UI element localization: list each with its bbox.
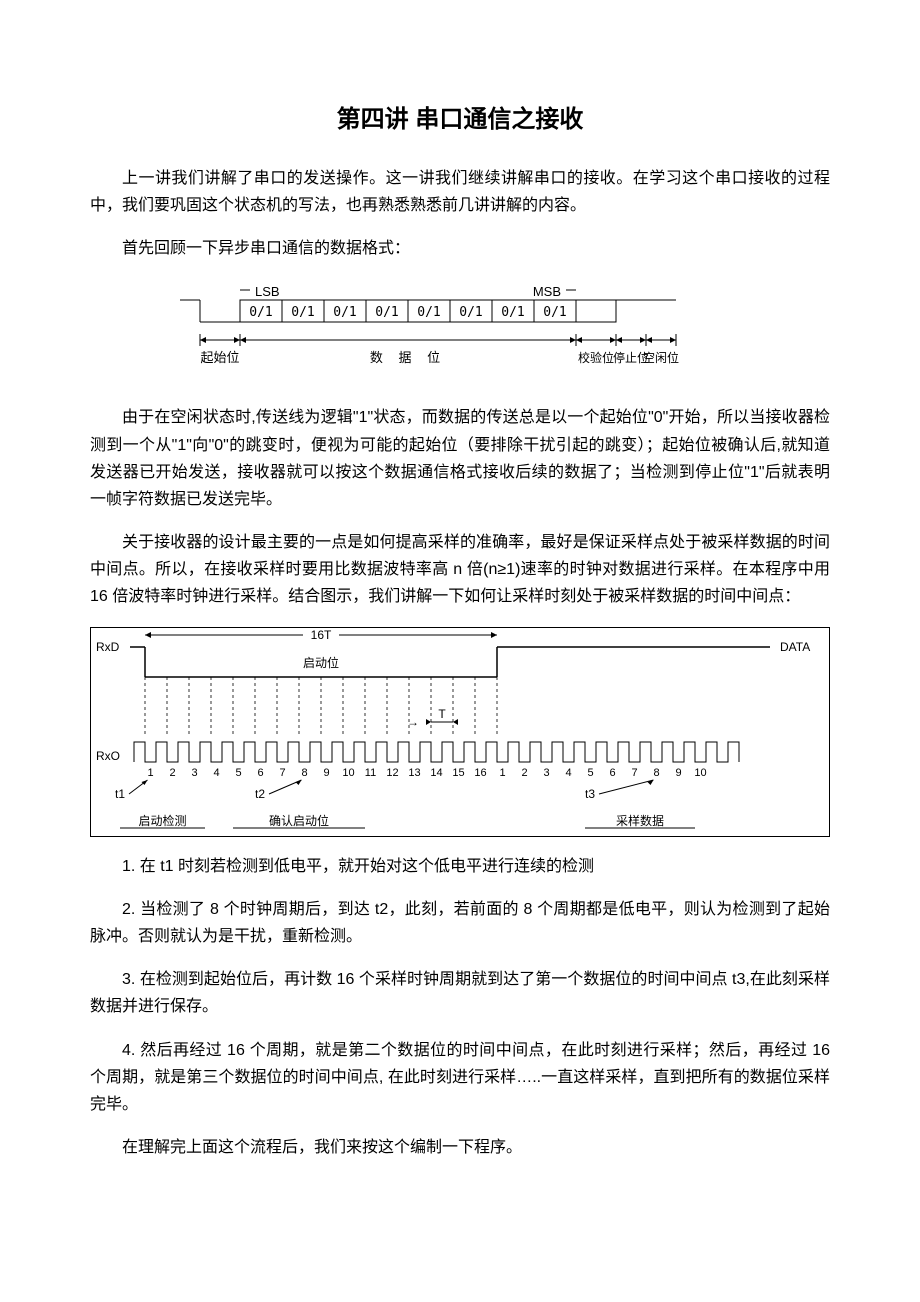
svg-text:10: 10 — [342, 767, 354, 779]
svg-text:4: 4 — [565, 767, 571, 779]
svg-text:t1: t1 — [115, 787, 125, 801]
svg-text:13: 13 — [408, 767, 420, 779]
svg-text:9: 9 — [323, 767, 329, 779]
svg-text:t3: t3 — [585, 787, 595, 801]
svg-text:14: 14 — [430, 767, 442, 779]
svg-text:DATA: DATA — [780, 640, 810, 654]
paragraph-4: 关于接收器的设计最主要的一点是如何提高采样的准确率，最好是保证采样点处于被采样数… — [90, 529, 830, 611]
svg-text:8: 8 — [653, 767, 659, 779]
svg-text:确认启动位: 确认启动位 — [269, 813, 329, 828]
svg-text:→: → — [407, 715, 419, 729]
svg-text:校验位: 校验位 — [578, 350, 614, 365]
svg-text:0/1: 0/1 — [375, 305, 398, 320]
svg-text:0/1: 0/1 — [291, 305, 314, 320]
svg-text:11: 11 — [365, 767, 376, 779]
svg-text:5: 5 — [235, 767, 241, 779]
svg-text:0/1: 0/1 — [543, 305, 566, 320]
svg-text:2: 2 — [169, 767, 175, 779]
svg-text:15: 15 — [452, 767, 464, 779]
svg-text:16: 16 — [474, 767, 486, 779]
svg-text:MSB: MSB — [533, 284, 561, 299]
svg-text:4: 4 — [213, 767, 219, 779]
paragraph-3: 由于在空闲状态时,传送线为逻辑"1"状态，而数据的传送总是以一个起始位"0"开始… — [90, 404, 830, 513]
svg-text:采样数据: 采样数据 — [616, 813, 664, 828]
svg-text:数 据 位: 数 据 位 — [370, 350, 446, 365]
paragraph-5: 1. 在 t1 时刻若检测到低电平，就开始对这个低电平进行连续的检测 — [90, 853, 830, 880]
page-title: 第四讲 串口通信之接收 — [90, 100, 830, 141]
paragraph-8: 4. 然后再经过 16 个周期，就是第二个数据位的时间中间点，在此时刻进行采样；… — [90, 1037, 830, 1119]
svg-text:3: 3 — [543, 767, 549, 779]
svg-text:LSB: LSB — [255, 284, 280, 299]
paragraph-1: 上一讲我们讲解了串口的发送操作。这一讲我们继续讲解串口的接收。在学习这个串口接收… — [90, 165, 830, 219]
paragraph-7: 3. 在检测到起始位后，再计数 16 个采样时钟周期就到达了第一个数据位的时间中… — [90, 966, 830, 1020]
paragraph-2: 首先回顾一下异步串口通信的数据格式： — [90, 235, 830, 262]
svg-text:空闲位: 空闲位 — [643, 350, 679, 365]
svg-text:T: T — [438, 707, 446, 721]
svg-text:0/1: 0/1 — [333, 305, 356, 320]
svg-text:起始位: 起始位 — [200, 350, 239, 365]
svg-text:5: 5 — [587, 767, 593, 779]
svg-text:1: 1 — [147, 767, 153, 779]
uart-frame-diagram: LSB MSB 0/1 0/1 0/1 0/1 0/1 0/1 0/1 0/1 起始位 数 据 位 校验… — [180, 278, 740, 388]
svg-text:RxD: RxD — [96, 640, 120, 654]
svg-text:9: 9 — [675, 767, 681, 779]
svg-text:0/1: 0/1 — [249, 305, 272, 320]
paragraph-9: 在理解完上面这个流程后，我们来按这个编制一下程序。 — [90, 1134, 830, 1161]
svg-text:6: 6 — [609, 767, 615, 779]
svg-text:1: 1 — [499, 767, 505, 779]
svg-text:启动位: 启动位 — [303, 655, 339, 670]
svg-text:6: 6 — [257, 767, 263, 779]
svg-text:启动检测: 启动检测 — [138, 813, 186, 828]
sampling-timing-diagram: RxDDATA16T启动位→TRxO1234567891011121314151… — [90, 627, 830, 837]
svg-text:3: 3 — [191, 767, 197, 779]
svg-text:8: 8 — [301, 767, 307, 779]
svg-text:10: 10 — [694, 767, 706, 779]
svg-text:7: 7 — [631, 767, 637, 779]
svg-text:2: 2 — [521, 767, 527, 779]
paragraph-6: 2. 当检测了 8 个时钟周期后，到达 t2，此刻，若前面的 8 个周期都是低电… — [90, 896, 830, 950]
svg-text:7: 7 — [279, 767, 285, 779]
svg-text:16T: 16T — [311, 628, 332, 642]
svg-text:0/1: 0/1 — [501, 305, 524, 320]
svg-text:0/1: 0/1 — [459, 305, 482, 320]
svg-text:RxO: RxO — [96, 749, 120, 763]
svg-text:t2: t2 — [255, 787, 265, 801]
svg-text:12: 12 — [386, 767, 398, 779]
svg-text:0/1: 0/1 — [417, 305, 440, 320]
